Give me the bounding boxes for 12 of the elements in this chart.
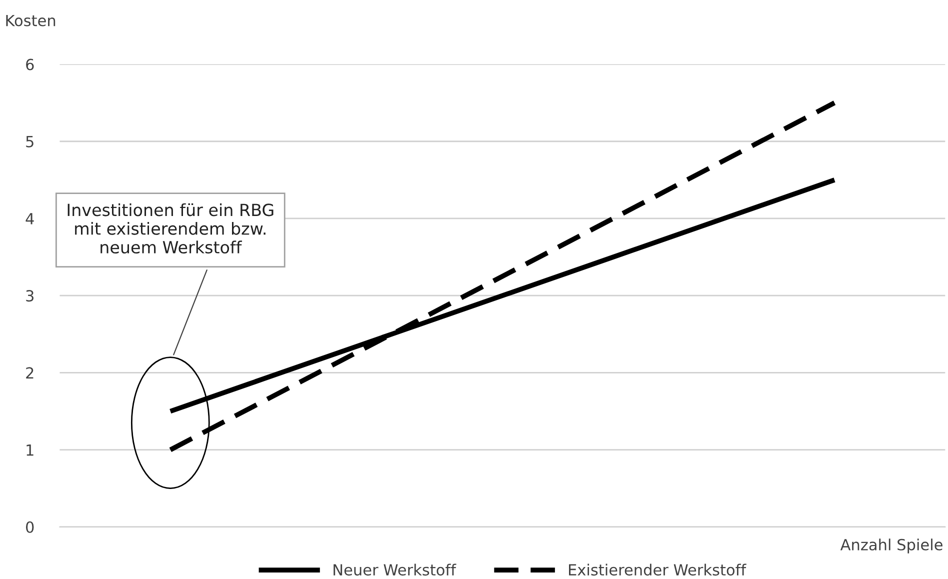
legend-label: Existierender Werkstoff bbox=[569, 564, 746, 576]
y-tick-label: 3 bbox=[26, 290, 34, 302]
y-tick-label: 4 bbox=[26, 213, 34, 224]
x-axis-title: Anzahl Spiele bbox=[840, 538, 942, 554]
y-tick-label: 1 bbox=[26, 444, 34, 456]
y-axis-title: Kosten bbox=[6, 14, 56, 26]
annotation: Investitionen für ein RBG mit existierendem bzw. neuem Werkstoff bbox=[68, 203, 274, 254]
y-tick-label: 5 bbox=[26, 136, 34, 148]
y-tick-label: 6 bbox=[26, 58, 34, 70]
y-tick-label: 0 bbox=[26, 521, 34, 533]
y-tick-label: 2 bbox=[26, 367, 34, 378]
legend-label: Neuer Werkstoff bbox=[334, 564, 456, 576]
